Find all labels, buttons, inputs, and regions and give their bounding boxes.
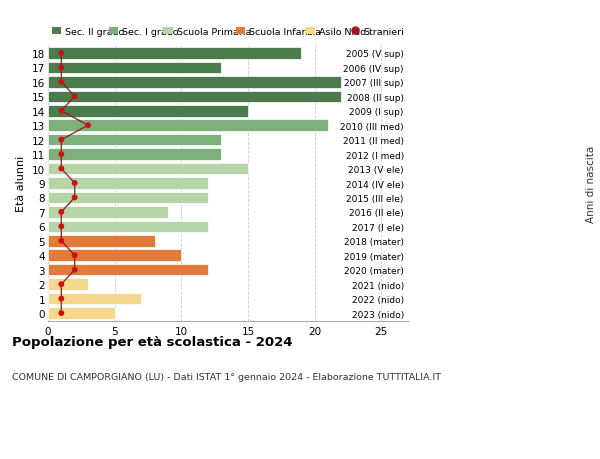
Point	[70, 266, 79, 274]
Bar	[48, 77, 341, 89]
Bar	[48, 279, 88, 290]
Point	[70, 252, 79, 259]
Point	[83, 122, 93, 129]
Bar	[48, 62, 221, 74]
Point	[56, 79, 66, 86]
Bar	[48, 134, 221, 146]
Point	[56, 137, 66, 144]
Point	[56, 108, 66, 115]
Point	[56, 295, 66, 302]
Point	[56, 223, 66, 230]
Point	[56, 281, 66, 288]
Point	[56, 238, 66, 245]
Bar	[48, 221, 208, 233]
Point	[56, 310, 66, 317]
Bar	[48, 250, 181, 262]
Point	[56, 50, 66, 57]
Point	[56, 209, 66, 216]
Bar	[48, 293, 142, 305]
Bar	[48, 149, 221, 161]
Bar	[48, 91, 341, 103]
Legend: Sec. II grado, Sec. I grado, Scuola Primaria, Scuola Infanzia, Asilo Nido, Stran: Sec. II grado, Sec. I grado, Scuola Prim…	[48, 24, 408, 40]
Point	[70, 194, 79, 202]
Point	[56, 65, 66, 72]
Bar	[48, 308, 115, 319]
Text: Anni di nascita: Anni di nascita	[586, 145, 596, 222]
Text: Popolazione per età scolastica - 2024: Popolazione per età scolastica - 2024	[12, 335, 293, 348]
Bar	[48, 163, 248, 175]
Bar	[48, 264, 208, 276]
Bar	[48, 192, 208, 204]
Point	[56, 151, 66, 158]
Text: COMUNE DI CAMPORGIANO (LU) - Dati ISTAT 1° gennaio 2024 - Elaborazione TUTTITALI: COMUNE DI CAMPORGIANO (LU) - Dati ISTAT …	[12, 372, 441, 381]
Bar	[48, 48, 301, 60]
Bar	[48, 235, 155, 247]
Point	[56, 166, 66, 173]
Bar	[48, 106, 248, 117]
Point	[70, 180, 79, 187]
Bar	[48, 207, 168, 218]
Point	[70, 94, 79, 101]
Y-axis label: Età alunni: Età alunni	[16, 156, 26, 212]
Bar	[48, 120, 328, 132]
Bar	[48, 178, 208, 190]
